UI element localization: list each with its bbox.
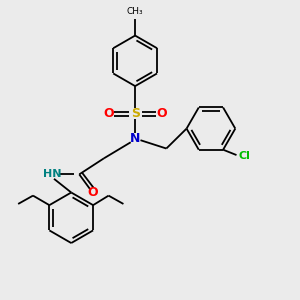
Text: HN: HN — [43, 169, 62, 179]
Text: O: O — [156, 107, 166, 120]
Text: S: S — [130, 107, 140, 120]
Text: CH₃: CH₃ — [127, 7, 143, 16]
Text: Cl: Cl — [238, 151, 250, 161]
Text: O: O — [88, 186, 98, 199]
Text: O: O — [104, 107, 114, 120]
Text: N: N — [130, 132, 140, 145]
